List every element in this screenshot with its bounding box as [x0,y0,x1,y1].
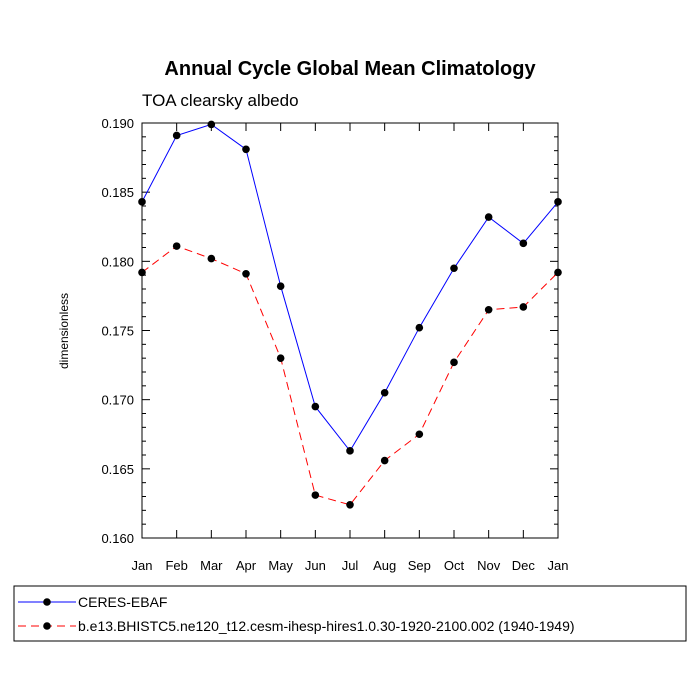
plot-frame [141,122,559,539]
series-1-point [207,120,216,129]
series-1-point [276,282,285,291]
y-tick-label: 0.190 [101,116,134,131]
x-tick-label: Jan [132,558,153,573]
legend-marker-1 [43,598,51,606]
series-2-point [519,303,528,311]
y-tick-label: 0.170 [101,393,134,408]
plot-area: 0.160 0.165 0.170 0.175 0.180 0.185 0.190 Jan Fe… [101,116,568,573]
legend-marker-2 [43,622,51,630]
x-tick-label: Oct [444,558,465,573]
series-2-point [415,430,424,439]
x-tick-label: Dec [512,558,536,573]
legend-box [13,585,687,642]
x-tick-label: Nov [477,558,501,573]
series-line-2 [141,245,559,506]
y-tick-label: 0.180 [101,254,134,269]
y-tick-label: 0.165 [101,462,134,477]
x-tick-label: Jun [305,558,326,573]
series-1-point [415,323,424,332]
x-tick-label: Jan [548,558,569,573]
series-2-point [207,254,216,263]
series-1-point [346,447,354,455]
series-2-point [554,268,562,277]
x-tick-label: Feb [165,558,187,573]
series-1-point [242,145,250,154]
legend-label-1: CERES-EBAF [78,594,167,610]
x-tick-label: Sep [408,558,431,573]
y-tick-label: 0.175 [101,324,134,339]
x-tick-label: Apr [236,558,257,573]
x-tick-label: Mar [200,558,223,573]
series-2-point [242,269,250,278]
series-1-point [311,402,320,411]
series-2-point [450,358,458,367]
series-1-point [138,198,146,206]
series-2-point [172,242,181,250]
series-1-point [380,388,389,397]
x-tick-label: Jul [342,558,359,573]
chart-subtitle: TOA clearsky albedo [142,91,299,110]
series-1-point [519,239,528,248]
series-2-point [311,491,320,499]
series-line-1 [141,123,559,452]
series-2-point [346,501,354,509]
legend: CERES-EBAF b.e13.BHISTC5.ne120_t12.cesm-i… [13,585,687,642]
y-axis-label: dimensionless [57,293,71,369]
x-tick-label: Aug [373,558,396,573]
series-1-point [450,264,458,273]
series-2-point [484,305,493,314]
series-2-point [138,268,146,277]
x-tick-label: May [268,558,293,573]
series-1-point [554,198,562,206]
legend-label-2: b.e13.BHISTC5.ne120_t12.cesm-ihesp-hires… [78,618,575,634]
series-2-point [276,354,285,362]
series-1-point [484,213,493,221]
y-tick-label: 0.185 [101,185,134,200]
series-1-point [172,131,181,140]
series-2-point [380,456,389,465]
y-tick-label: 0.160 [101,531,134,546]
chart-title: Annual Cycle Global Mean Climatology [164,58,536,80]
